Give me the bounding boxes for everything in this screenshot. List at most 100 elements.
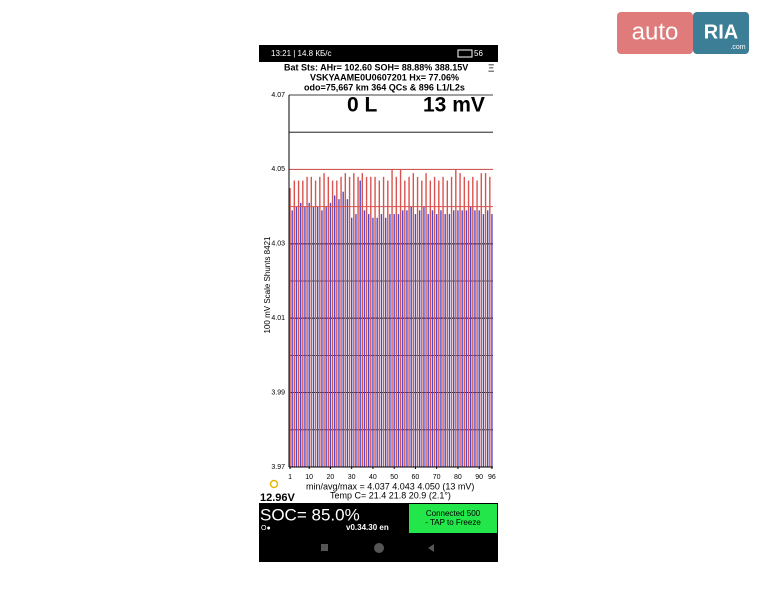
connect-button[interactable] xyxy=(409,504,497,533)
x-tick-label: 20 xyxy=(327,474,335,481)
header-line: VSKYAAME0U0607201 Hx= 77.06% xyxy=(310,72,459,82)
bar xyxy=(391,169,393,467)
header-line: odo=75,667 km 364 QCs & 896 L1/L2s xyxy=(304,82,465,92)
plot: 3.97 3.99 4.01 4.03 4.05 4.07 1 10 20 30 40 50 60 70 8… xyxy=(271,92,496,481)
x-tick-label: 80 xyxy=(454,474,462,481)
bar xyxy=(353,173,355,467)
bar xyxy=(406,210,408,467)
y-tick-label: 4.03 xyxy=(271,241,285,248)
nav-back[interactable] xyxy=(428,544,434,552)
bar xyxy=(363,210,366,467)
logo-box xyxy=(693,12,749,54)
bar xyxy=(370,176,372,467)
x-tick-label: 40 xyxy=(369,474,377,481)
logo-text: .com xyxy=(730,44,745,51)
bar xyxy=(344,173,347,467)
bar xyxy=(410,206,412,467)
bar xyxy=(346,199,349,467)
bar xyxy=(446,180,449,467)
x-tick-label: 96 xyxy=(488,474,496,481)
bar xyxy=(387,180,389,467)
bar xyxy=(327,176,330,467)
bar xyxy=(393,214,395,467)
bar xyxy=(314,180,317,467)
x-tick-label: 50 xyxy=(390,474,398,481)
y-tick-label: 3.99 xyxy=(271,389,285,396)
bar xyxy=(316,206,319,467)
logo-box xyxy=(617,12,693,54)
bar xyxy=(429,180,432,467)
bar xyxy=(448,214,451,467)
bar xyxy=(348,176,351,467)
nav-home[interactable] xyxy=(374,543,384,553)
bar xyxy=(418,210,421,467)
bar xyxy=(384,217,387,467)
bar xyxy=(357,176,359,467)
y-tick-label: 4.07 xyxy=(271,92,285,99)
bar xyxy=(433,176,436,467)
bar xyxy=(476,180,478,467)
big-readout: 0 L xyxy=(347,94,378,117)
bar xyxy=(461,210,463,467)
bar xyxy=(355,214,357,467)
y-tick-label: 4.05 xyxy=(271,166,285,173)
bar xyxy=(469,206,472,467)
status-battery: 56 xyxy=(474,49,483,58)
x-tick-label: 30 xyxy=(348,474,356,481)
bar xyxy=(435,214,438,467)
y-tick-label: 4.01 xyxy=(271,315,285,322)
bar xyxy=(329,202,332,467)
bar xyxy=(412,173,415,467)
bar xyxy=(336,180,338,467)
soc: SOC= 85.0% xyxy=(260,505,360,524)
bar xyxy=(321,210,323,467)
bar xyxy=(374,176,376,467)
bar xyxy=(372,217,374,467)
bar xyxy=(427,214,429,467)
connect-text: - TAP to Freeze xyxy=(425,518,481,527)
bar xyxy=(312,206,315,467)
connect-text: Connected 500 xyxy=(426,509,481,518)
bar xyxy=(474,210,476,467)
bar xyxy=(401,210,404,467)
status-bar xyxy=(259,45,498,62)
bar xyxy=(350,217,353,467)
bar xyxy=(333,195,336,467)
battery-icon xyxy=(457,49,473,58)
x-tick-label: 90 xyxy=(475,474,483,481)
bar xyxy=(472,176,474,467)
bar xyxy=(297,180,300,467)
bar xyxy=(459,173,461,467)
version: v0.34.30 en xyxy=(346,523,389,532)
bar xyxy=(365,176,368,467)
bar xyxy=(442,176,444,467)
bar xyxy=(463,176,466,467)
bar xyxy=(455,169,457,467)
bar xyxy=(486,210,489,467)
bar xyxy=(323,173,325,467)
bar xyxy=(342,191,344,467)
bar xyxy=(338,199,340,467)
bar xyxy=(465,210,468,467)
logo-text: auto xyxy=(632,18,679,45)
header-line: Bat Sts: AHr= 102.60 SOH= 88.88% 388.15V xyxy=(284,62,468,72)
bar xyxy=(452,210,455,467)
bar xyxy=(489,176,491,467)
menu-button[interactable]: Ξ xyxy=(488,64,495,75)
bar xyxy=(331,180,334,467)
bar xyxy=(467,180,470,467)
bar xyxy=(431,210,434,467)
bar xyxy=(367,214,370,467)
bar xyxy=(414,214,417,467)
bar xyxy=(484,173,487,467)
nav-recent[interactable] xyxy=(321,544,328,551)
bar xyxy=(291,210,293,467)
bar xyxy=(408,176,410,467)
bar xyxy=(299,202,302,467)
bar xyxy=(289,188,291,467)
bar xyxy=(440,210,442,467)
stats-line: Temp C= 21.4 21.8 20.9 (2.1°) xyxy=(330,490,451,500)
bar xyxy=(310,176,313,467)
x-tick-label: 70 xyxy=(433,474,441,481)
